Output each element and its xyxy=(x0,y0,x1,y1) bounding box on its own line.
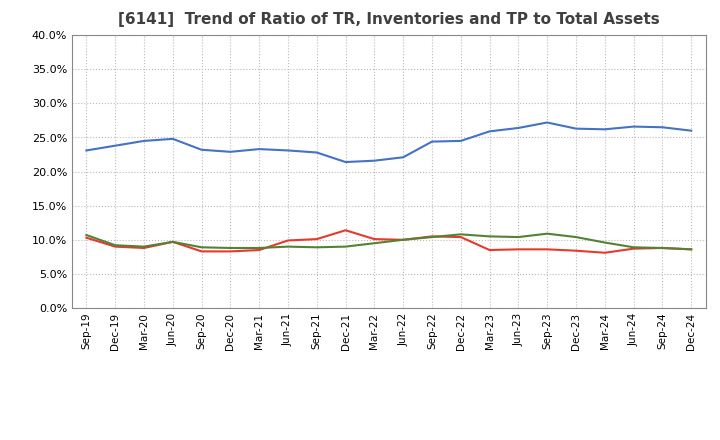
Trade Payables xyxy=(197,245,206,250)
Trade Receivables xyxy=(543,247,552,252)
Inventories xyxy=(687,128,696,133)
Trade Receivables xyxy=(197,249,206,254)
Inventories xyxy=(226,149,235,154)
Trade Payables xyxy=(572,235,580,240)
Trade Receivables xyxy=(312,236,321,242)
Trade Receivables xyxy=(111,244,120,249)
Trade Payables xyxy=(341,244,350,249)
Inventories xyxy=(370,158,379,163)
Trade Receivables xyxy=(658,246,667,251)
Inventories xyxy=(514,125,523,131)
Inventories xyxy=(399,154,408,160)
Trade Receivables xyxy=(629,246,638,251)
Inventories xyxy=(600,127,609,132)
Trade Payables xyxy=(600,240,609,245)
Trade Receivables xyxy=(428,234,436,239)
Trade Payables xyxy=(399,237,408,242)
Trade Payables xyxy=(168,239,177,245)
Line: Inventories: Inventories xyxy=(86,122,691,162)
Trade Receivables xyxy=(226,249,235,254)
Line: Trade Payables: Trade Payables xyxy=(86,234,691,249)
Line: Trade Receivables: Trade Receivables xyxy=(86,230,691,253)
Inventories xyxy=(428,139,436,144)
Trade Receivables xyxy=(284,238,292,243)
Inventories xyxy=(485,129,494,134)
Trade Payables xyxy=(82,232,91,238)
Trade Receivables xyxy=(341,227,350,233)
Trade Payables xyxy=(456,232,465,237)
Inventories xyxy=(82,148,91,153)
Trade Payables xyxy=(111,242,120,248)
Title: [6141]  Trend of Ratio of TR, Inventories and TP to Total Assets: [6141] Trend of Ratio of TR, Inventories… xyxy=(118,12,660,27)
Trade Payables xyxy=(140,244,148,249)
Trade Receivables xyxy=(140,246,148,251)
Inventories xyxy=(168,136,177,142)
Trade Receivables xyxy=(456,235,465,240)
Trade Payables xyxy=(370,241,379,246)
Trade Payables xyxy=(629,245,638,250)
Trade Payables xyxy=(312,245,321,250)
Trade Receivables xyxy=(255,247,264,253)
Trade Payables xyxy=(687,247,696,252)
Inventories xyxy=(341,159,350,165)
Inventories xyxy=(629,124,638,129)
Trade Payables xyxy=(428,235,436,240)
Trade Receivables xyxy=(168,239,177,245)
Trade Receivables xyxy=(82,235,91,240)
Inventories xyxy=(111,143,120,148)
Trade Receivables xyxy=(370,236,379,242)
Trade Payables xyxy=(485,234,494,239)
Inventories xyxy=(543,120,552,125)
Inventories xyxy=(255,147,264,152)
Trade Receivables xyxy=(399,237,408,242)
Trade Payables xyxy=(658,246,667,251)
Trade Payables xyxy=(255,246,264,251)
Inventories xyxy=(572,126,580,131)
Inventories xyxy=(140,138,148,143)
Inventories xyxy=(284,148,292,153)
Trade Payables xyxy=(543,231,552,236)
Trade Payables xyxy=(226,246,235,251)
Inventories xyxy=(312,150,321,155)
Trade Payables xyxy=(284,244,292,249)
Trade Receivables xyxy=(485,247,494,253)
Trade Receivables xyxy=(600,250,609,255)
Trade Payables xyxy=(514,235,523,240)
Trade Receivables xyxy=(572,248,580,253)
Inventories xyxy=(197,147,206,152)
Inventories xyxy=(658,125,667,130)
Trade Receivables xyxy=(514,247,523,252)
Trade Receivables xyxy=(687,247,696,252)
Inventories xyxy=(456,138,465,143)
